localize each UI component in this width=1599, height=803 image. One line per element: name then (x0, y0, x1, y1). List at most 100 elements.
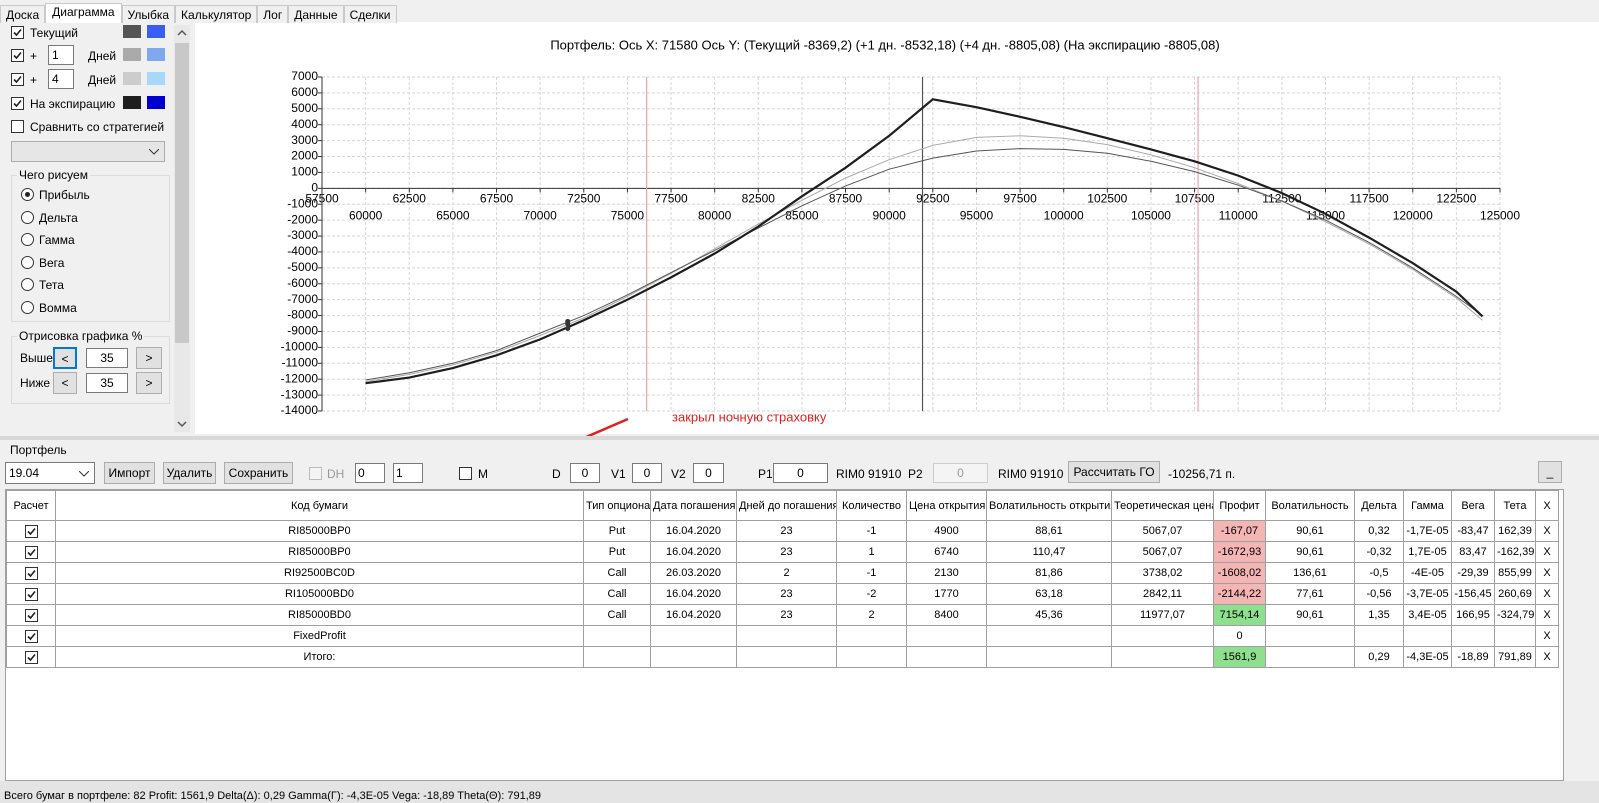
cell: 6740 (906, 541, 987, 563)
remove-button[interactable]: X (1535, 625, 1559, 647)
table-row[interactable]: RI85000BP0 Put 16.04.2020 23 1 6740 110,47 5067… (6, 541, 1559, 563)
y-tick-label: 5000 (291, 101, 318, 115)
tab[interactable]: Данные (288, 5, 344, 23)
portfolio-panel: 19.04 Импорт Удалить Сохранить DH 0 1 M … (0, 441, 1599, 781)
field-input[interactable]: 0 (570, 463, 600, 483)
header-cell: Дней до погашения (736, 490, 837, 521)
spin-input[interactable]: 0 (355, 463, 385, 483)
tab[interactable]: Лог (257, 5, 289, 23)
checkbox[interactable] (24, 608, 38, 622)
increase-button[interactable]: > (136, 347, 162, 369)
table-row[interactable]: FixedProfit 0 X (6, 625, 1559, 647)
calc-cell (6, 646, 56, 668)
days-input[interactable]: 1 (48, 45, 74, 65)
remove-button[interactable]: X (1535, 541, 1559, 563)
y-tick-label: -3000 (287, 228, 318, 242)
check-mark (26, 548, 36, 556)
color-swatch[interactable] (147, 25, 165, 38)
color-swatch[interactable] (147, 48, 165, 61)
save-button[interactable]: Сохранить (224, 462, 293, 484)
label: RIM0 91910 (998, 467, 1064, 481)
range-input[interactable]: 35 (86, 373, 128, 393)
spin-input[interactable]: 1 (393, 463, 423, 483)
cell: -2 (836, 583, 907, 605)
cell: 2 (836, 604, 907, 626)
date-dropdown[interactable]: 19.04 (5, 462, 95, 484)
label: M (478, 467, 488, 481)
checkbox[interactable] (24, 545, 38, 559)
table-row[interactable]: RI85000BP0 Put 16.04.2020 23 -1 4900 88,61 5067… (6, 520, 1559, 542)
radio-button[interactable] (21, 210, 34, 224)
tab[interactable]: Улыбка (121, 5, 176, 23)
profit-cell: 7154,14 (1213, 604, 1266, 626)
remove-button[interactable]: X (1535, 520, 1559, 542)
checkbox[interactable] (24, 587, 38, 601)
table-row[interactable]: RI105000BD0 Call 16.04.2020 23 -2 1770 63,18 28… (6, 583, 1559, 605)
field-input[interactable]: 0 (632, 463, 662, 483)
color-swatch[interactable] (147, 72, 165, 85)
table-row[interactable]: RI92500BC0D Call 26.03.2020 2 -1 2130 81,86 373… (6, 562, 1559, 584)
days-input[interactable]: 4 (48, 69, 74, 89)
label: Дельта (39, 210, 78, 225)
checkbox[interactable] (11, 26, 24, 39)
radio-button[interactable] (21, 188, 34, 201)
x-tick-label: 90000 (872, 209, 906, 223)
scroll-thumb[interactable] (175, 43, 189, 343)
cell: Call (583, 562, 651, 584)
tab[interactable]: Сделки (343, 5, 397, 23)
label: RIM0 91910 (836, 467, 902, 481)
series-line (365, 98, 1484, 385)
calc-button[interactable]: Рассчитать ГО (1068, 461, 1160, 483)
remove-button[interactable]: X (1535, 583, 1559, 605)
radio-button[interactable] (21, 233, 34, 246)
checkbox[interactable] (459, 467, 472, 480)
check-mark (26, 590, 36, 598)
increase-button[interactable]: > (136, 372, 162, 394)
table-row[interactable]: RI85000BD0 Call 16.04.2020 23 2 8400 45,36 1197… (6, 604, 1559, 626)
scrollbar[interactable] (174, 25, 190, 432)
cell: Put (583, 541, 651, 563)
check-path (26, 653, 36, 661)
decrease-button[interactable]: < (53, 347, 77, 369)
checkbox[interactable] (11, 49, 24, 62)
tab[interactable]: Доска (0, 5, 46, 23)
cell: RI85000BD0 (55, 604, 584, 626)
cell: -0,5 (1354, 562, 1404, 584)
color-swatch[interactable] (123, 72, 141, 85)
scroll-arrows (177, 29, 187, 428)
radio-button[interactable] (21, 255, 34, 269)
tab[interactable]: Диаграмма (45, 3, 122, 23)
splitter[interactable] (0, 436, 1599, 440)
checkbox[interactable] (24, 629, 38, 643)
color-swatch[interactable] (123, 25, 141, 38)
decrease-button[interactable]: < (53, 372, 77, 394)
calc-cell (6, 625, 56, 647)
radio-button[interactable] (21, 300, 34, 314)
checkbox[interactable] (309, 467, 322, 480)
checkbox[interactable] (11, 120, 24, 133)
date-value: 19.04 (9, 466, 40, 480)
checkbox[interactable] (24, 650, 38, 664)
strategy-dropdown[interactable] (11, 141, 165, 162)
import-button[interactable]: Импорт (104, 462, 155, 484)
field-input[interactable]: 0 (773, 463, 828, 483)
field-input[interactable]: 0 (693, 463, 724, 483)
delete-button[interactable]: Удалить (163, 462, 216, 484)
checkbox[interactable] (24, 524, 38, 538)
checkbox[interactable] (11, 97, 24, 110)
checkbox[interactable] (24, 566, 38, 580)
remove-button[interactable]: X (1535, 562, 1559, 584)
check-path (13, 51, 22, 60)
checkbox[interactable] (11, 73, 24, 86)
color-swatch[interactable] (147, 96, 165, 109)
header-cell: Тета (1494, 490, 1536, 521)
range-input[interactable]: 35 (86, 348, 128, 368)
minimize-button[interactable]: _ (1538, 461, 1562, 483)
color-swatch[interactable] (123, 96, 141, 109)
color-swatch[interactable] (123, 48, 141, 61)
tab[interactable]: Калькулятор (175, 5, 258, 23)
table-row[interactable]: Итого: 1561,9 0,29 -4,3E-05 -18,89 791,89 X (6, 646, 1559, 668)
radio-button[interactable] (21, 278, 34, 291)
remove-button[interactable]: X (1535, 646, 1559, 668)
remove-button[interactable]: X (1535, 604, 1559, 626)
